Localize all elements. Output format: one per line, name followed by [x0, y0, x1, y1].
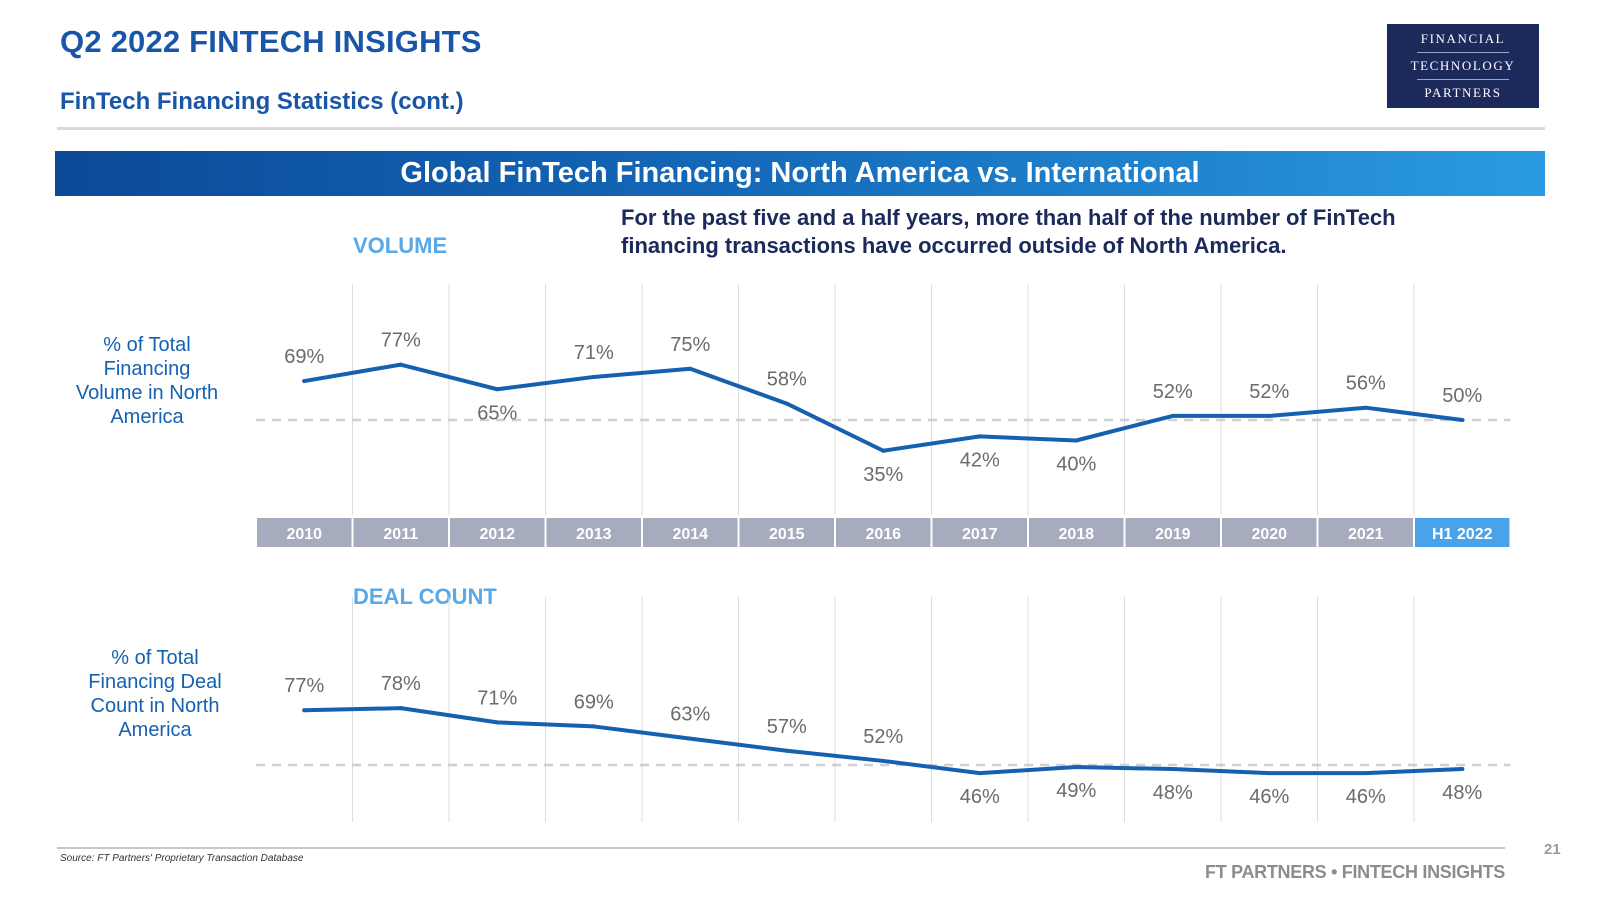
volume-data-point	[784, 401, 789, 406]
volume-data-point	[591, 374, 596, 379]
deal-count-data-point	[495, 720, 500, 725]
volume-data-label: 69%	[284, 346, 324, 368]
page-subtitle: FinTech Financing Statistics (cont.)	[60, 88, 464, 115]
deal-count-row-label: % of Total Financing Deal Count in North…	[88, 647, 222, 741]
volume-data-point	[881, 448, 886, 453]
volume-data-label: 35%	[863, 464, 903, 486]
deal-count-data-label: 71%	[477, 687, 517, 709]
volume-data-label: 65%	[477, 402, 517, 424]
year-band-cell	[643, 518, 738, 547]
logo-line-3: PARTNERS	[1424, 85, 1502, 100]
volume-data-label: 42%	[960, 449, 1000, 471]
year-tick-label: 2021	[1348, 526, 1384, 543]
deal-count-data-point	[1267, 771, 1272, 776]
deal-count-data-label: 46%	[1249, 786, 1289, 808]
year-band-cell	[450, 518, 545, 547]
deal-count-data-label: 46%	[960, 786, 1000, 808]
deal-count-data-point	[1460, 767, 1465, 772]
year-tick-label: 2020	[1251, 526, 1287, 543]
deal-count-data-point	[302, 708, 307, 713]
volume-row-label: % of Total Financing Volume in North Ame…	[75, 334, 219, 428]
logo-line-2: TECHNOLOGY	[1410, 58, 1516, 73]
header-divider	[57, 127, 1545, 130]
year-tick-label: 2012	[479, 526, 515, 543]
deal-count-data-point	[1363, 771, 1368, 776]
volume-data-point	[1267, 413, 1272, 418]
year-band-cell	[1222, 518, 1317, 547]
year-band-cell	[353, 518, 448, 547]
volume-data-label: 75%	[670, 334, 710, 356]
deal-count-data-point	[784, 748, 789, 753]
volume-data-point	[977, 434, 982, 439]
deal-count-section-label: DEAL COUNT	[353, 584, 497, 609]
volume-data-point	[1460, 418, 1465, 422]
year-tick-label: 2016	[865, 526, 901, 543]
deal-count-data-point	[977, 771, 982, 776]
volume-data-point	[495, 387, 500, 392]
year-tick-label: 2018	[1058, 526, 1094, 543]
year-tick-label: 2014	[672, 526, 708, 543]
volume-data-label: 56%	[1346, 373, 1386, 395]
deal-count-data-point	[881, 758, 886, 763]
year-band-cell	[1415, 518, 1510, 547]
volume-data-label: 52%	[1153, 381, 1193, 403]
deal-count-data-label: 69%	[574, 691, 614, 713]
deal-count-data-label: 77%	[284, 675, 324, 697]
deal-count-data-label: 48%	[1153, 782, 1193, 804]
deal-count-data-label: 57%	[767, 716, 807, 738]
key-insight-note: For the past five and a half years, more…	[621, 205, 1396, 258]
volume-data-label: 50%	[1442, 385, 1482, 407]
page-number: 21	[1544, 841, 1561, 858]
deal-count-data-label: 52%	[863, 726, 903, 748]
footer-brand: FT PARTNERS • FINTECH INSIGHTS	[1205, 862, 1505, 882]
year-band-cell	[257, 518, 352, 547]
deal-count-data-point	[398, 706, 403, 711]
year-band-cell	[1029, 518, 1124, 547]
year-band-cell	[1318, 518, 1413, 547]
year-tick-label: 2019	[1155, 526, 1191, 543]
volume-data-point	[688, 366, 693, 371]
year-band-cell	[1125, 518, 1220, 547]
footer-divider	[57, 847, 1505, 849]
year-tick-label: H1 2022	[1432, 526, 1493, 543]
page-title: Q2 2022 FINTECH INSIGHTS	[60, 24, 482, 59]
year-band-cell	[739, 518, 834, 547]
volume-data-label: 40%	[1056, 454, 1096, 476]
section-banner: Global FinTech Financing: North America …	[55, 151, 1545, 196]
volume-data-point	[1074, 438, 1079, 443]
deal-count-data-point	[1170, 767, 1175, 772]
deal-count-data-point	[688, 736, 693, 741]
deal-count-data-point	[1074, 765, 1079, 770]
deal-count-data-label: 46%	[1346, 786, 1386, 808]
volume-data-point	[302, 379, 307, 384]
year-tick-label: 2011	[383, 526, 418, 543]
logo-line-1: FINANCIAL	[1420, 31, 1506, 46]
volume-data-label: 77%	[381, 330, 421, 352]
logo-rule-1	[1417, 52, 1509, 53]
deal-count-data-label: 49%	[1056, 780, 1096, 802]
year-band-cell	[932, 518, 1027, 547]
year-tick-label: 2013	[576, 526, 612, 543]
year-band-cell	[546, 518, 641, 547]
logo-rule-2	[1417, 79, 1509, 80]
year-band-cell	[836, 518, 931, 547]
volume-data-point	[398, 362, 403, 367]
volume-data-label: 58%	[767, 369, 807, 391]
deal-count-data-point	[591, 724, 596, 729]
year-tick-label: 2017	[962, 526, 998, 543]
source-note: Source: FT Partners' Proprietary Transac…	[60, 853, 304, 864]
volume-section-label: VOLUME	[353, 233, 448, 258]
year-tick-label: 2010	[286, 526, 322, 543]
company-logo: FINANCIAL TECHNOLOGY PARTNERS	[1387, 24, 1539, 108]
volume-data-label: 52%	[1249, 381, 1289, 403]
deal-count-data-label: 48%	[1442, 782, 1482, 804]
year-tick-label: 2015	[769, 526, 805, 543]
deal-count-data-label: 78%	[381, 673, 421, 695]
volume-data-point	[1363, 405, 1368, 410]
deal-count-data-label: 63%	[670, 704, 710, 726]
volume-data-label: 71%	[574, 342, 614, 364]
volume-data-point	[1170, 413, 1175, 418]
